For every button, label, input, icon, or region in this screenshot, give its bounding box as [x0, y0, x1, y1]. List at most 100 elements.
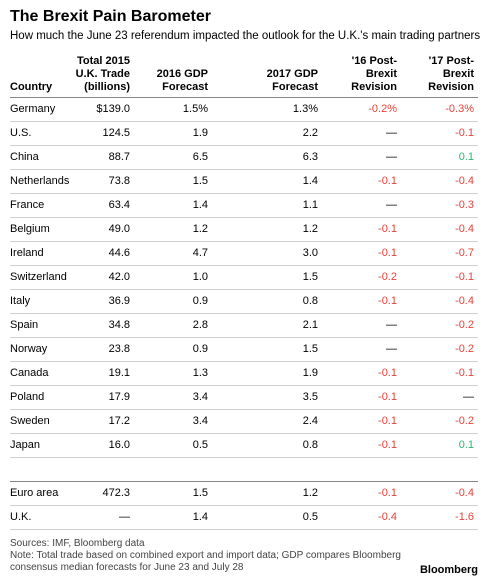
- table-cell: 2.8: [192, 319, 208, 331]
- table-cell: 36.9: [108, 295, 130, 307]
- table-cell: 0.5: [192, 439, 208, 451]
- table-cell: 1.5: [302, 343, 318, 355]
- column-header: (billions): [84, 81, 130, 93]
- table-cell: 0.8: [302, 439, 318, 451]
- row-rule: [10, 169, 478, 170]
- table-cell: 6.3: [302, 151, 318, 163]
- row-rule: [10, 433, 478, 434]
- table-cell: 17.2: [108, 415, 130, 427]
- row-label: China: [10, 151, 39, 163]
- table-cell: 124.5: [102, 127, 130, 139]
- row-label: Sweden: [10, 415, 50, 427]
- table-cell: 1.2: [192, 223, 208, 235]
- row-rule: [10, 265, 478, 266]
- table-cell: -0.1: [378, 295, 397, 307]
- row-label: Switzerland: [10, 271, 67, 283]
- table-cell: -0.3%: [445, 103, 474, 115]
- table-cell: -0.1: [455, 127, 474, 139]
- table-cell: 44.6: [108, 247, 130, 259]
- row-rule: [10, 337, 478, 338]
- table-cell: 4.7: [192, 247, 208, 259]
- table-cell: 0.1: [458, 151, 474, 163]
- table-cell: 1.5: [192, 487, 208, 499]
- table-cell: -0.2%: [368, 103, 397, 115]
- row-label: France: [10, 199, 45, 211]
- table-cell: 1.4: [192, 511, 208, 523]
- table-cell: 1.5: [192, 175, 208, 187]
- row-label: Belgium: [10, 223, 50, 235]
- table-cell: -0.1: [455, 271, 474, 283]
- column-header: 2016 GDP: [156, 68, 208, 80]
- table-cell: 0.9: [192, 343, 208, 355]
- row-rule: [10, 241, 478, 242]
- table-cell: 88.7: [108, 151, 130, 163]
- title: The Brexit Pain Barometer: [10, 8, 211, 25]
- table-cell: —: [386, 151, 397, 163]
- footer-rule: [10, 529, 478, 530]
- table-cell: -0.4: [378, 511, 397, 523]
- table-cell: 63.4: [108, 199, 130, 211]
- row-rule: [10, 217, 478, 218]
- table-cell: -0.3: [455, 199, 474, 211]
- column-header: Total 2015: [77, 55, 130, 67]
- table-cell: 34.8: [108, 319, 130, 331]
- table-cell: 0.8: [302, 295, 318, 307]
- row-label: Norway: [10, 343, 48, 355]
- table-cell: -0.1: [378, 367, 397, 379]
- table-cell: 1.2: [302, 223, 318, 235]
- row-label: Ireland: [10, 247, 44, 259]
- column-header: Revision: [351, 81, 397, 93]
- table-cell: 1.2: [302, 487, 318, 499]
- table-cell: 1.3: [192, 367, 208, 379]
- column-header: 2017 GDP: [266, 68, 318, 80]
- table-cell: -0.4: [455, 223, 474, 235]
- table-cell: 1.5%: [182, 103, 208, 115]
- table-cell: 1.3%: [292, 103, 318, 115]
- table-cell: 3.4: [192, 415, 208, 427]
- row-rule: [10, 505, 478, 506]
- table-cell: -0.1: [378, 175, 397, 187]
- table-cell: 3.5: [302, 391, 318, 403]
- table-cell: 2.1: [302, 319, 318, 331]
- table-cell: 0.5: [302, 511, 318, 523]
- row-label: Euro area: [10, 487, 59, 499]
- row-rule: [10, 385, 478, 386]
- table-cell: -0.7: [455, 247, 474, 259]
- column-header: Country: [10, 81, 53, 93]
- table-cell: 1.1: [302, 199, 318, 211]
- table-cell: 1.4: [192, 199, 208, 211]
- table-cell: 1.9: [302, 367, 318, 379]
- row-label: Canada: [10, 367, 49, 379]
- table-cell: 42.0: [108, 271, 130, 283]
- table-cell: 49.0: [108, 223, 130, 235]
- table-cell: -0.1: [378, 415, 397, 427]
- table-cell: —: [386, 127, 397, 139]
- row-rule: [10, 289, 478, 290]
- table-cell: -0.2: [455, 415, 474, 427]
- table-cell: -1.6: [455, 511, 474, 523]
- table-cell: 1.5: [302, 271, 318, 283]
- column-header: Forecast: [162, 81, 208, 93]
- column-header: Brexit: [442, 68, 474, 80]
- column-header: Revision: [428, 81, 474, 93]
- table-cell: 16.0: [108, 439, 130, 451]
- column-header: Forecast: [272, 81, 318, 93]
- row-label: Netherlands: [10, 175, 70, 187]
- table-cell: -0.1: [455, 367, 474, 379]
- table-cell: 0.1: [458, 439, 474, 451]
- row-label: U.S.: [10, 127, 32, 139]
- table-cell: —: [386, 199, 397, 211]
- table-cell: 1.9: [192, 127, 208, 139]
- table-cell: —: [386, 319, 397, 331]
- header-rule: [10, 97, 478, 98]
- table-cell: -0.2: [455, 343, 474, 355]
- table-cell: -0.4: [455, 295, 474, 307]
- table-cell: -0.1: [378, 223, 397, 235]
- column-header: '17 Post-: [428, 55, 474, 67]
- table-cell: —: [119, 511, 130, 523]
- subtitle: How much the June 23 referendum impacted…: [10, 30, 481, 42]
- row-rule: [10, 145, 478, 146]
- column-header: '16 Post-: [351, 55, 397, 67]
- note: Note: Total trade based on combined expo…: [10, 550, 401, 573]
